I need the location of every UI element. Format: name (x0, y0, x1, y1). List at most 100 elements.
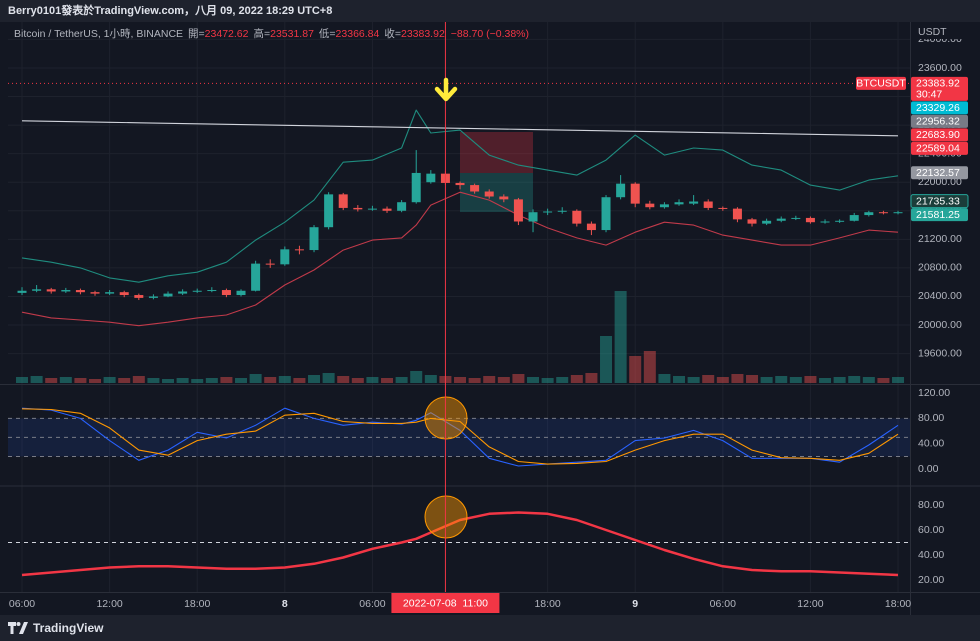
candle-body (251, 263, 261, 291)
x-tick-label: 06:00 (359, 598, 385, 610)
volume-bar (293, 378, 306, 383)
volume-bar (497, 377, 510, 383)
legend: Bitcoin / TetherUS, 1小時, BINANCE 開=23472.… (14, 26, 529, 41)
volume-bar (30, 376, 43, 383)
volume-bar (585, 373, 598, 383)
candle-body (820, 221, 830, 223)
volume-bar (103, 377, 116, 383)
volume-bar (322, 373, 335, 383)
volume-bar (556, 377, 569, 383)
candle-body (484, 191, 494, 197)
candle-body (718, 207, 728, 209)
candle-body (864, 212, 874, 216)
price-label-bg (911, 208, 968, 222)
candle-body (353, 207, 363, 210)
y-tick-label: 40.00 (918, 438, 944, 450)
volume-bar (833, 377, 846, 383)
volume-bar (205, 378, 218, 383)
volume-bar (395, 377, 408, 383)
y-tick-label: 40.00 (918, 549, 944, 561)
candle-body (338, 194, 348, 208)
legend-label: 高= (253, 28, 271, 40)
volume-bar (191, 379, 204, 383)
candle-body (324, 194, 334, 228)
candle-body (776, 218, 786, 221)
volume-bar (468, 378, 481, 383)
candle-body (689, 201, 699, 204)
candle-body (601, 197, 611, 231)
overlay: BTCUSDT 23383.9230:4723329.2622956.322268… (391, 22, 969, 613)
volume-bar (381, 378, 394, 383)
x-tick-label: 06:00 (710, 598, 736, 610)
volume-bar (16, 377, 29, 383)
highlight-circle (424, 495, 468, 539)
volume-bar (264, 377, 277, 383)
candle-body (178, 291, 188, 294)
candle-body (46, 289, 56, 292)
volume-bar (424, 375, 437, 383)
candle-body (849, 215, 859, 221)
candle-body (455, 182, 465, 186)
y-tick-label: 80.00 (918, 499, 944, 511)
y-tick-label: 80.00 (918, 412, 944, 424)
candle-body (513, 199, 523, 222)
candle-body (294, 249, 304, 251)
legend-value: 23472.62 (204, 28, 249, 40)
candle-body (367, 208, 377, 210)
x-tick-label: 9 (632, 598, 638, 610)
candle-body (470, 185, 480, 192)
header: Berry0101發表於TradingView.com，八月 09, 2022 … (0, 0, 980, 22)
stop-zone (460, 132, 533, 173)
candle-body (397, 202, 407, 211)
volume-bar (235, 378, 248, 383)
legend-value: 23383.92 (400, 28, 445, 40)
currency-bg (912, 23, 980, 39)
candle-body (134, 295, 144, 298)
volume-bar (658, 374, 671, 383)
volume-bar (45, 378, 58, 383)
grid (8, 22, 910, 592)
volume-bar (147, 378, 160, 383)
volume-bar (527, 377, 540, 383)
candle-body (192, 290, 202, 292)
legend-value: 23531.87 (270, 28, 314, 40)
candle-body (630, 183, 640, 204)
volume-bar (74, 378, 87, 383)
volume-bar (760, 377, 773, 383)
x-tick-label: 06:00 (9, 598, 35, 610)
crosshair-label-bg (391, 593, 500, 613)
candle-body (762, 220, 772, 224)
volume-bar (687, 377, 700, 383)
candle-body (382, 208, 392, 211)
price-label: 21581.25 (916, 209, 960, 221)
volume-bar (512, 374, 525, 383)
candle-body (105, 292, 115, 294)
candle-body (703, 201, 713, 208)
volume-bar (614, 291, 627, 383)
x-tick-label: 18:00 (184, 598, 210, 610)
currency: USDT (918, 26, 947, 38)
volume-bar (249, 374, 262, 383)
volume-bar (89, 379, 102, 383)
volume-bar (716, 377, 729, 383)
price-label: 22589.04 (916, 143, 960, 155)
price-label-bg (911, 141, 968, 155)
price-label-bg (911, 166, 968, 180)
y-tick-label: 20800.00 (918, 262, 962, 274)
candle-body (893, 212, 903, 214)
price-label-bg (911, 76, 968, 101)
candle-body (645, 203, 655, 208)
position-tool (460, 132, 533, 212)
axes: 19600.00 20000.00 20400.00 20800.00 21200.00… (9, 33, 962, 610)
volume-bar (775, 376, 788, 383)
y-tick-label: 23600.00 (918, 62, 962, 74)
y-tick-label: 60.00 (918, 524, 944, 536)
candle-body (805, 217, 815, 223)
volume-bar (643, 351, 656, 383)
volume-bar (59, 377, 72, 383)
countdown: 30:47 (916, 89, 942, 101)
volume-bar (351, 378, 364, 383)
volume-bar (220, 377, 233, 383)
footer: TradingView (0, 615, 980, 641)
